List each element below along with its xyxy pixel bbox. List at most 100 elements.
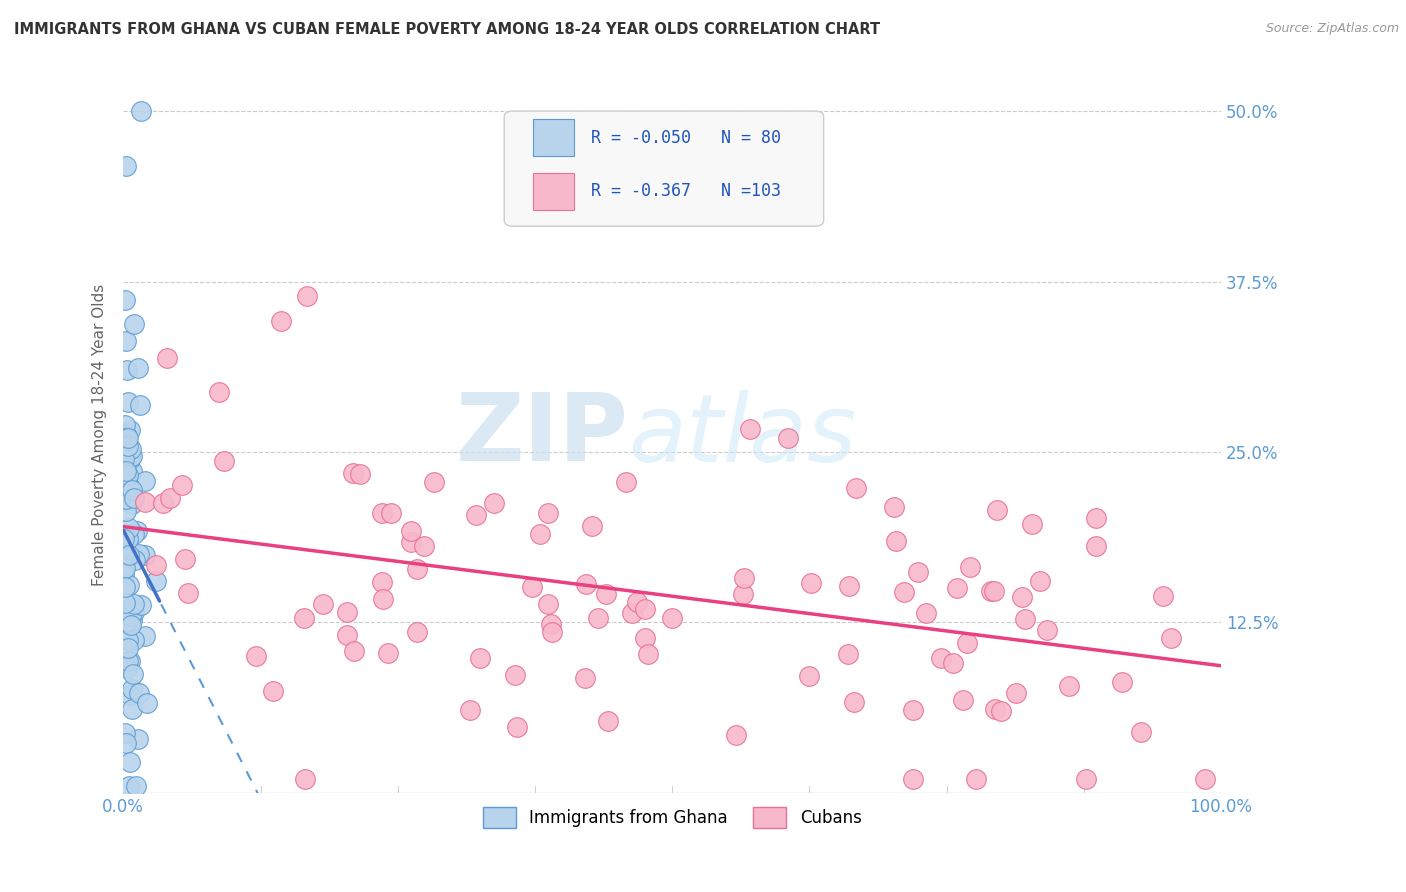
Point: [506, 720, 529, 734]
Point: [986, 502, 1008, 516]
Point: [170, 477, 193, 491]
Point: [540, 616, 562, 631]
Text: R = -0.050   N = 80: R = -0.050 N = 80: [591, 128, 780, 146]
Point: [800, 575, 823, 590]
Point: [121, 498, 143, 512]
Point: [127, 361, 149, 376]
Point: [122, 597, 145, 611]
Point: [903, 772, 925, 786]
Point: [1160, 631, 1182, 645]
Point: [581, 518, 603, 533]
Legend: Immigrants from Ghana, Cubans: Immigrants from Ghana, Cubans: [477, 801, 869, 834]
Point: [342, 466, 364, 480]
Point: [121, 702, 143, 716]
Point: [114, 293, 136, 308]
Point: [1152, 589, 1174, 603]
Point: [903, 703, 925, 717]
Point: [114, 446, 136, 460]
Point: [464, 508, 486, 522]
Point: [959, 560, 981, 574]
Point: [134, 474, 156, 488]
Point: [626, 595, 648, 609]
Point: [120, 688, 142, 702]
Point: [740, 422, 762, 436]
Point: [537, 597, 560, 611]
Point: [468, 651, 491, 665]
Point: [1059, 679, 1081, 693]
Point: [117, 468, 139, 483]
Point: [115, 504, 138, 518]
Point: [118, 479, 141, 493]
Point: [117, 641, 139, 656]
Point: [883, 500, 905, 514]
Point: [122, 666, 145, 681]
Point: [634, 631, 657, 645]
Point: [121, 483, 143, 498]
Point: [837, 648, 859, 662]
Point: [117, 438, 139, 452]
Point: [1074, 772, 1097, 786]
Point: [117, 362, 139, 376]
Point: [134, 495, 156, 509]
Point: [128, 398, 150, 412]
Point: [122, 317, 145, 331]
Point: [373, 592, 395, 607]
Point: [115, 736, 138, 750]
Point: [574, 671, 596, 685]
Point: [661, 611, 683, 625]
Point: [1084, 539, 1107, 553]
Point: [120, 654, 142, 668]
Point: [112, 566, 135, 581]
Point: [117, 614, 139, 628]
Point: [1036, 624, 1059, 638]
Bar: [533, 172, 575, 210]
Point: [125, 524, 148, 538]
Point: [914, 607, 936, 621]
Point: [136, 696, 159, 710]
Point: [112, 549, 135, 563]
Point: [114, 464, 136, 478]
Point: [1084, 511, 1107, 525]
Point: [114, 596, 136, 610]
Point: [117, 632, 139, 647]
Point: [799, 669, 821, 683]
Point: [115, 492, 138, 507]
Point: [294, 772, 316, 786]
Point: [117, 432, 139, 446]
Point: [134, 548, 156, 562]
Point: [965, 772, 987, 786]
Point: [115, 334, 138, 348]
Point: [620, 606, 643, 620]
Point: [637, 647, 659, 661]
Point: [152, 496, 174, 510]
Point: [121, 464, 143, 478]
Point: [842, 695, 865, 709]
Point: [118, 549, 141, 563]
Point: [245, 649, 267, 664]
Point: [112, 526, 135, 541]
Point: [595, 586, 617, 600]
Point: [733, 587, 755, 601]
Point: [114, 560, 136, 574]
Text: Source: ZipAtlas.com: Source: ZipAtlas.com: [1265, 22, 1399, 36]
Point: [292, 611, 315, 625]
Point: [114, 491, 136, 506]
Point: [1130, 725, 1153, 739]
Point: [262, 684, 284, 698]
Point: [929, 651, 952, 665]
Point: [114, 431, 136, 445]
Point: [1029, 574, 1052, 588]
Point: [117, 533, 139, 547]
Point: [955, 636, 977, 650]
Point: [134, 629, 156, 643]
Point: [112, 558, 135, 572]
Point: [343, 644, 366, 658]
Point: [122, 605, 145, 619]
Point: [886, 534, 908, 549]
Point: [945, 581, 967, 595]
Point: [540, 625, 562, 640]
Point: [983, 702, 1005, 716]
Point: [122, 491, 145, 505]
Point: [990, 704, 1012, 718]
Point: [586, 611, 609, 625]
